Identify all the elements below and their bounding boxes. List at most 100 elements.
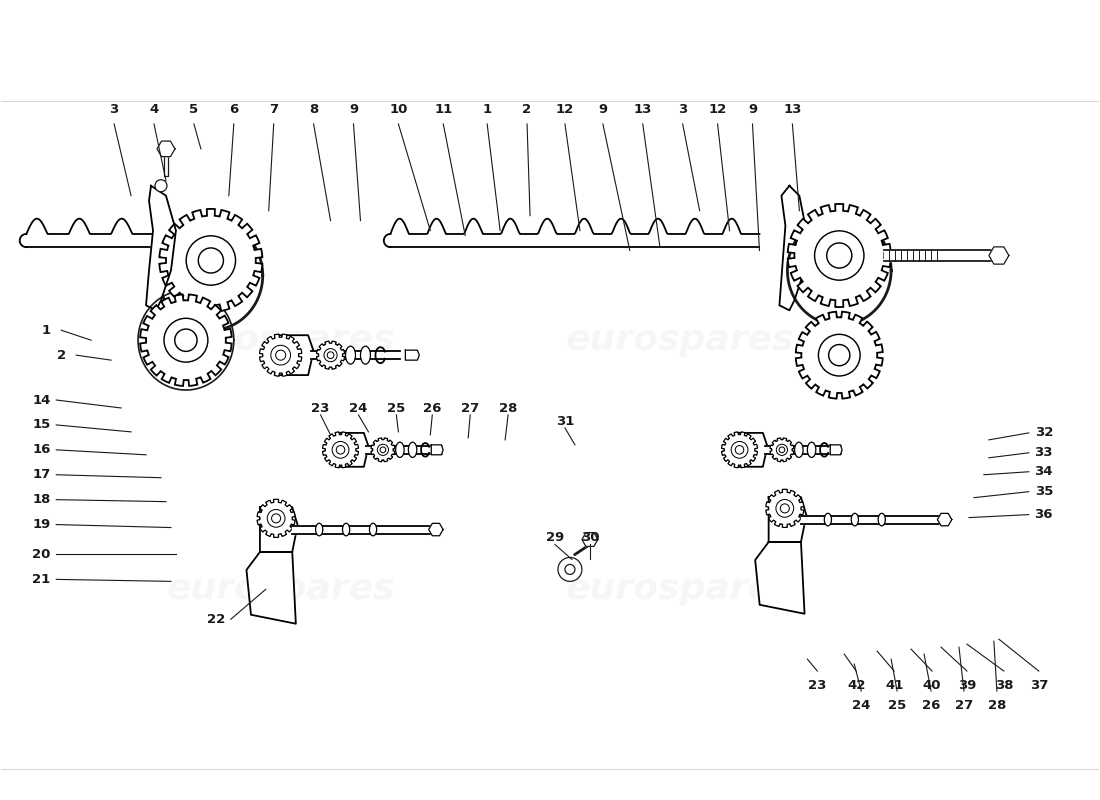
Polygon shape — [429, 523, 443, 536]
Ellipse shape — [361, 346, 371, 364]
Circle shape — [267, 510, 285, 527]
Text: eurospares: eurospares — [565, 323, 794, 358]
Text: 35: 35 — [1035, 485, 1053, 498]
Text: 19: 19 — [32, 518, 51, 531]
Circle shape — [818, 334, 860, 376]
Text: 31: 31 — [556, 415, 574, 428]
Text: 23: 23 — [311, 402, 330, 415]
Circle shape — [327, 352, 334, 358]
Circle shape — [735, 446, 744, 454]
Circle shape — [381, 447, 386, 453]
Circle shape — [777, 444, 788, 455]
Ellipse shape — [824, 514, 832, 526]
Circle shape — [155, 180, 167, 192]
Circle shape — [732, 442, 748, 458]
Circle shape — [828, 345, 850, 366]
Circle shape — [175, 329, 197, 351]
Polygon shape — [735, 433, 768, 466]
Polygon shape — [322, 432, 359, 468]
Text: 25: 25 — [888, 699, 906, 712]
Polygon shape — [406, 350, 419, 360]
Text: 17: 17 — [32, 468, 51, 482]
Text: 26: 26 — [424, 402, 441, 415]
Text: 30: 30 — [581, 531, 600, 545]
Text: 26: 26 — [922, 699, 940, 712]
Polygon shape — [246, 552, 296, 624]
Circle shape — [324, 349, 337, 362]
Text: 9: 9 — [598, 103, 607, 116]
Circle shape — [815, 231, 864, 280]
Polygon shape — [260, 334, 301, 376]
Text: 24: 24 — [350, 402, 367, 415]
Text: 9: 9 — [349, 103, 359, 116]
Circle shape — [337, 446, 344, 454]
Polygon shape — [164, 156, 168, 176]
Text: 1: 1 — [42, 324, 51, 337]
Ellipse shape — [878, 514, 886, 526]
Polygon shape — [336, 433, 368, 466]
Ellipse shape — [342, 523, 350, 536]
Polygon shape — [756, 542, 804, 614]
Text: eurospares: eurospares — [166, 572, 395, 606]
Text: 7: 7 — [270, 103, 278, 116]
Circle shape — [198, 248, 223, 273]
Ellipse shape — [370, 523, 376, 536]
Polygon shape — [146, 186, 176, 310]
Circle shape — [776, 499, 794, 518]
Text: 22: 22 — [207, 613, 226, 626]
Polygon shape — [275, 335, 314, 375]
Text: eurospares: eurospares — [565, 572, 794, 606]
Text: 2: 2 — [522, 103, 531, 116]
Text: 34: 34 — [1034, 466, 1053, 478]
Text: 18: 18 — [32, 493, 51, 506]
Polygon shape — [431, 445, 443, 455]
Ellipse shape — [316, 523, 322, 536]
Polygon shape — [989, 247, 1009, 264]
Text: 4: 4 — [150, 103, 158, 116]
Text: 3: 3 — [678, 103, 688, 116]
Text: 10: 10 — [389, 103, 408, 116]
Polygon shape — [582, 533, 598, 546]
Circle shape — [780, 504, 790, 513]
Text: 28: 28 — [499, 402, 517, 415]
Circle shape — [276, 350, 286, 360]
Polygon shape — [371, 438, 395, 462]
Polygon shape — [788, 204, 891, 307]
Text: 23: 23 — [808, 679, 826, 692]
Circle shape — [272, 514, 280, 523]
Text: 25: 25 — [387, 402, 406, 415]
Text: 33: 33 — [1034, 446, 1053, 459]
Text: 27: 27 — [461, 402, 480, 415]
Text: 37: 37 — [1030, 679, 1048, 692]
Text: 21: 21 — [32, 573, 51, 586]
Polygon shape — [140, 294, 232, 386]
Text: 1: 1 — [483, 103, 492, 116]
Polygon shape — [317, 341, 344, 369]
Text: 8: 8 — [309, 103, 318, 116]
Text: 38: 38 — [994, 679, 1013, 692]
Text: 32: 32 — [1035, 426, 1053, 439]
Text: 28: 28 — [988, 699, 1007, 712]
Text: 39: 39 — [958, 679, 976, 692]
Circle shape — [332, 442, 349, 458]
Text: 12: 12 — [556, 103, 574, 116]
Polygon shape — [795, 312, 882, 398]
Circle shape — [558, 558, 582, 582]
Circle shape — [827, 243, 851, 268]
Text: 6: 6 — [229, 103, 239, 116]
Text: 16: 16 — [32, 443, 51, 456]
Circle shape — [779, 447, 784, 453]
Text: 36: 36 — [1034, 508, 1053, 521]
Polygon shape — [937, 514, 952, 526]
Polygon shape — [157, 141, 175, 157]
Ellipse shape — [408, 442, 417, 458]
Polygon shape — [769, 497, 806, 542]
Polygon shape — [780, 186, 807, 310]
Circle shape — [565, 565, 575, 574]
Polygon shape — [830, 445, 843, 455]
Ellipse shape — [807, 442, 816, 458]
Text: 27: 27 — [955, 699, 974, 712]
Polygon shape — [257, 499, 295, 538]
Ellipse shape — [794, 442, 803, 458]
Text: 9: 9 — [748, 103, 757, 116]
